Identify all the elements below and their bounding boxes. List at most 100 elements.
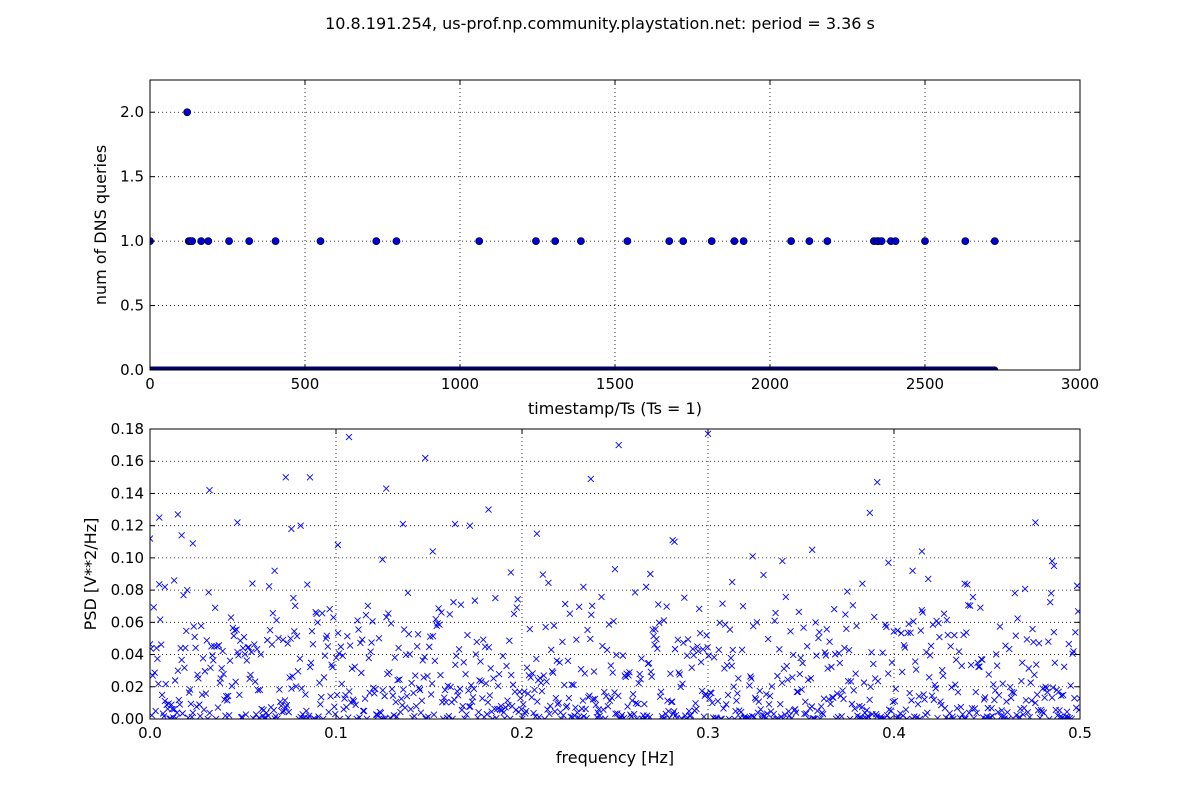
psd-point [963, 629, 970, 636]
psd-point [205, 588, 212, 596]
data-series [150, 430, 1080, 719]
psd-point [637, 675, 644, 683]
psd-point [835, 649, 843, 657]
psd-point [668, 698, 676, 706]
psd-point [399, 520, 407, 528]
psd-point [971, 705, 979, 712]
psd-point [939, 672, 947, 680]
psd-point [225, 711, 233, 719]
psd-point [230, 632, 238, 640]
psd-point [224, 692, 232, 700]
psd-point [762, 690, 770, 698]
psd-point [436, 621, 443, 628]
data-point [665, 237, 674, 246]
psd-point [677, 683, 684, 691]
psd-point [403, 692, 411, 700]
y-tick-label: 0.12 [111, 517, 144, 535]
psd-point [999, 680, 1007, 687]
psd-point [653, 635, 660, 643]
psd-point [1064, 714, 1072, 719]
x-tick-label: 0.1 [324, 724, 348, 742]
psd-point [275, 634, 282, 642]
psd-point [975, 663, 982, 671]
psd-point [980, 696, 988, 703]
psd-point [924, 709, 931, 717]
psd-point [631, 589, 639, 596]
psd-point [749, 552, 756, 560]
psd-point [972, 688, 980, 696]
psd-point [471, 597, 479, 604]
psd-point [344, 632, 351, 640]
psd-point [328, 661, 335, 669]
psd-point [364, 602, 372, 610]
psd-point [1048, 694, 1056, 702]
psd-point [738, 646, 746, 654]
psd-point [613, 651, 620, 659]
psd-point [716, 619, 724, 627]
psd-point [890, 628, 898, 635]
psd-point [547, 646, 555, 654]
psd-point [509, 681, 517, 689]
psd-point [885, 559, 892, 567]
psd-point [235, 651, 242, 659]
psd-point [370, 684, 377, 692]
psd-point [692, 700, 699, 707]
psd-point [744, 715, 751, 719]
psd-point [582, 705, 589, 713]
psd-point [844, 677, 852, 685]
psd-point [845, 646, 853, 654]
psd-point [428, 680, 436, 687]
psd-point [195, 675, 202, 682]
psd-point [1032, 699, 1039, 707]
psd-point [456, 685, 464, 693]
x-tick-label: 0 [145, 375, 155, 393]
psd-point [150, 640, 154, 648]
x-tick-label: 0.2 [510, 724, 534, 742]
psd-point [1033, 691, 1041, 699]
psd-point [392, 698, 400, 706]
psd-point [197, 622, 205, 630]
psd-point [720, 705, 727, 712]
psd-point [199, 655, 207, 662]
psd-point [325, 708, 333, 716]
psd-point [598, 593, 605, 601]
y-tick-label: 0.02 [111, 678, 144, 696]
psd-point [892, 685, 899, 693]
psd-point [679, 680, 686, 688]
psd-point [663, 603, 670, 610]
psd-point [555, 699, 562, 707]
psd-point [771, 617, 778, 625]
psd-point [1072, 629, 1079, 636]
psd-point [928, 692, 936, 700]
psd-point [499, 652, 507, 660]
psd-point [651, 641, 658, 649]
psd-point [937, 701, 945, 709]
psd-point [217, 675, 225, 682]
psd-point [699, 646, 707, 653]
psd-point [252, 711, 260, 718]
psd-point [838, 713, 846, 719]
psd-point [349, 696, 357, 704]
psd-point [330, 614, 337, 621]
psd-point [464, 631, 471, 639]
psd-point [1038, 708, 1046, 716]
psd-point [437, 671, 444, 679]
bottom-plot-psd: 0.0 0.1 0.2 0.3 0.4 0.5 0.00 0.02 0.04 0.06 0.08 0.… [81, 420, 1092, 767]
psd-point [1026, 713, 1034, 719]
psd-point [950, 715, 957, 719]
data-point [204, 237, 213, 246]
psd-point [346, 642, 354, 649]
psd-point [241, 650, 249, 658]
psd-point [925, 674, 933, 681]
psd-point [284, 640, 292, 647]
psd-point [171, 677, 179, 684]
psd-point [545, 579, 552, 587]
psd-point [223, 692, 230, 700]
psd-point [546, 702, 554, 710]
psd-point [512, 706, 520, 714]
psd-point [727, 654, 735, 662]
x-tick-label: 3000 [1061, 375, 1099, 393]
psd-point [236, 691, 243, 699]
y-tick-label: 0.08 [111, 581, 144, 599]
psd-point [172, 715, 180, 719]
